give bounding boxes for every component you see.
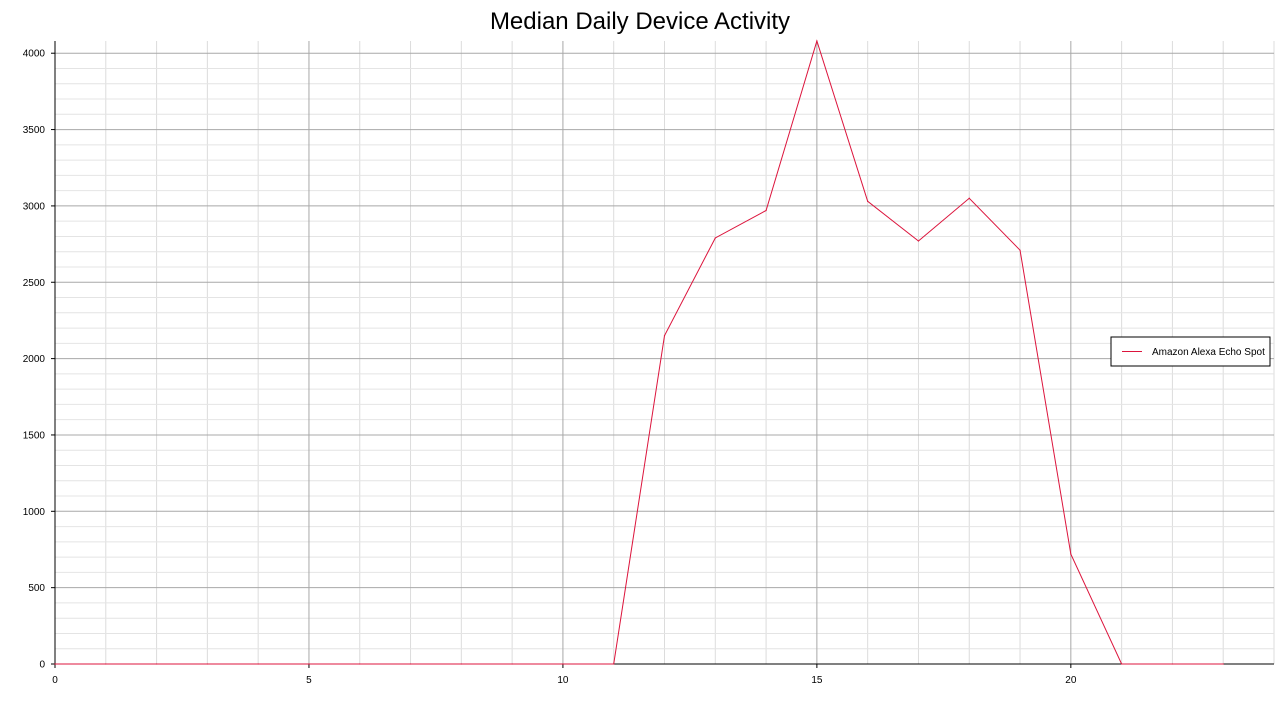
data-point: [867, 200, 869, 202]
data-point: [663, 335, 666, 337]
y-tick-label: 4000: [23, 49, 46, 60]
data-point: [460, 663, 462, 665]
data-point: [714, 237, 716, 239]
data-point: [1019, 249, 1021, 251]
chart-title: Median Daily Device Activity: [490, 8, 790, 35]
data-point: [155, 663, 158, 665]
y-tick-label: 2500: [23, 278, 46, 289]
data-point: [359, 663, 361, 665]
y-tick-label: 3000: [23, 201, 46, 212]
y-tick-label: 2000: [23, 354, 46, 365]
series-layer: [54, 39, 1224, 665]
x-tick-label: 0: [52, 675, 58, 686]
y-tick-label: 500: [28, 583, 45, 594]
data-point: [308, 663, 310, 665]
data-point: [54, 663, 56, 665]
data-point: [1222, 663, 1224, 665]
axes: [51, 41, 1274, 668]
data-point: [1070, 553, 1072, 555]
major-gridlines: [55, 41, 1274, 664]
legend: Amazon Alexa Echo Spot: [1110, 336, 1271, 367]
y-tick-label: 1000: [23, 507, 46, 518]
data-point: [1121, 663, 1123, 665]
tick-labels: 0 5 10 15 20 0 500 1000 1500 2000 2500 3000 3500 4000: [23, 49, 1077, 686]
data-point: [1171, 663, 1174, 665]
data-point: [409, 663, 412, 665]
data-point: [511, 663, 513, 665]
y-tick-label: 1500: [23, 430, 46, 441]
data-point: [105, 663, 107, 665]
data-point: [562, 663, 564, 665]
series-line: [55, 39, 1224, 665]
data-point: [257, 663, 259, 665]
data-point: [816, 40, 818, 42]
x-tick-label: 10: [557, 675, 569, 686]
data-point: [765, 209, 767, 212]
data-point: [613, 663, 615, 665]
x-tick-label: 5: [306, 675, 312, 686]
data-point: [206, 663, 208, 665]
data-point: [917, 240, 920, 242]
x-tick-label: 15: [811, 675, 823, 686]
y-tick-label: 3500: [23, 125, 46, 136]
legend-label: Amazon Alexa Echo Spot: [1152, 347, 1265, 358]
minor-gridlines: [55, 41, 1275, 664]
x-tick-label: 20: [1065, 675, 1077, 686]
data-point: [968, 197, 970, 199]
y-tick-label: 0: [39, 660, 45, 671]
